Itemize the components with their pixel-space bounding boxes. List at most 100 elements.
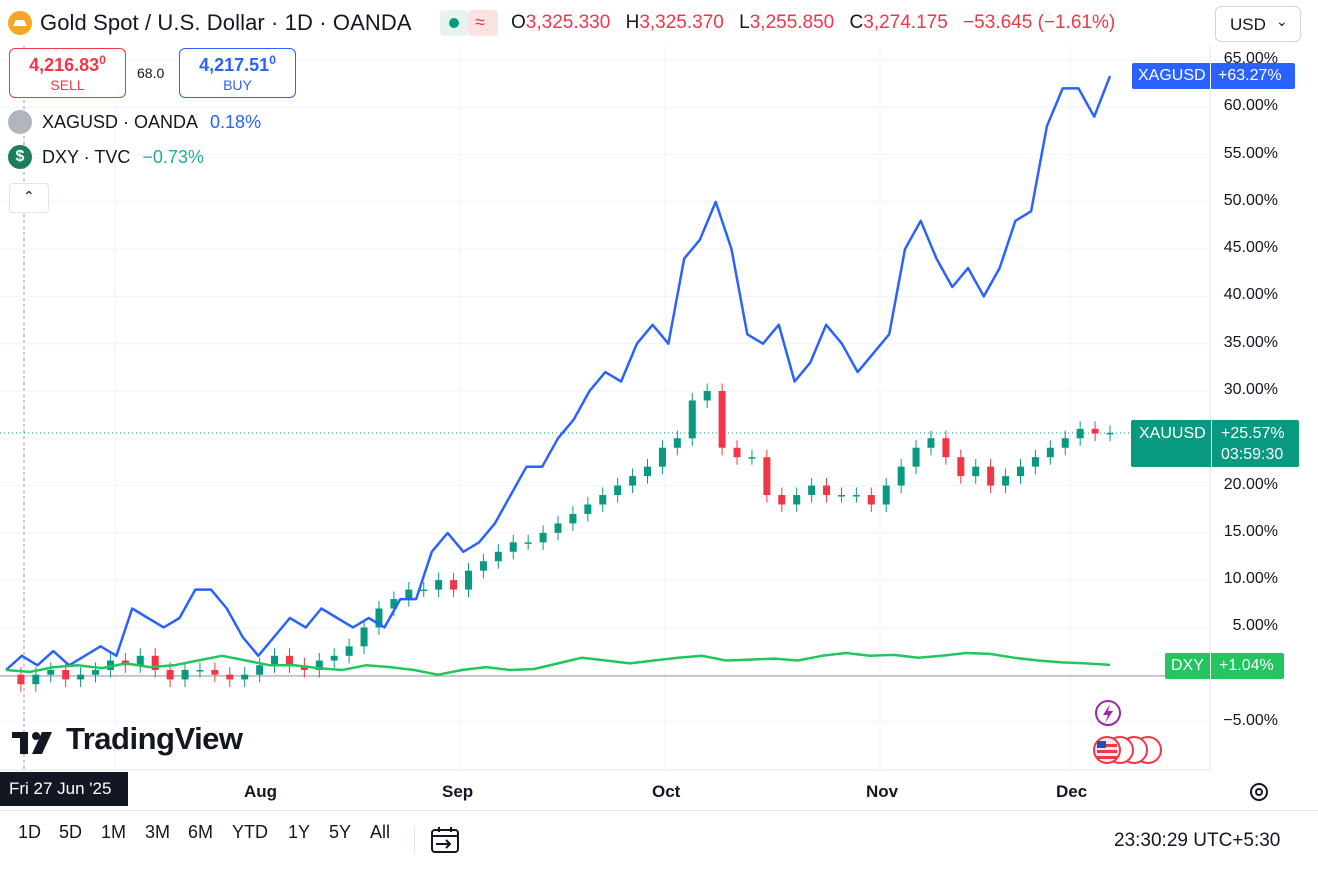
tradingview-logo[interactable]: TradingView <box>12 721 243 757</box>
candle-body <box>1091 428 1099 434</box>
range-divider <box>414 826 415 854</box>
candle-body <box>1061 438 1069 448</box>
candle-body <box>987 466 995 486</box>
candle-body <box>837 495 845 497</box>
candle-body <box>703 391 711 401</box>
xagusd-line <box>5 75 1112 671</box>
range-5d-button[interactable]: 5D <box>59 822 83 842</box>
sell-button[interactable]: 4,216.830 SELL <box>9 48 126 98</box>
range-ytd-button[interactable]: YTD <box>232 822 268 842</box>
candle-body <box>569 513 577 524</box>
date-range-calendar-icon[interactable] <box>430 826 460 854</box>
candle-body <box>972 466 980 477</box>
legend-item-dxy[interactable]: $ DXY · TVC −0.73% <box>8 143 204 171</box>
candle-body <box>927 438 935 448</box>
xagusd-tag: XAGUSD +63.27% <box>1132 63 1295 89</box>
candle-body <box>509 542 517 552</box>
range-5y-button[interactable]: 5Y <box>329 822 352 842</box>
candle-body <box>420 589 428 592</box>
candle-body <box>614 485 622 496</box>
silver-coin-icon <box>8 110 32 134</box>
crosshair-date-label: Fri 27 Jun '25 <box>0 772 128 806</box>
legend-value: 0.18% <box>210 111 262 132</box>
dxy-line <box>5 651 1111 676</box>
candle-body <box>658 447 666 467</box>
candle-body <box>435 580 443 590</box>
candle-body <box>629 476 637 486</box>
dxy-tag: DXY +1.04% <box>1165 653 1284 679</box>
candle-body <box>479 561 487 571</box>
candle-body <box>748 457 756 459</box>
candle-body <box>315 660 323 670</box>
buy-button[interactable]: 4,217.510 BUY <box>179 48 296 98</box>
change-value: −53.645 (−1.61%) <box>963 12 1116 33</box>
candle-body <box>957 457 965 477</box>
candle-body <box>524 542 532 544</box>
candle-body <box>942 438 950 458</box>
candle-body <box>241 674 249 680</box>
ohlc-readout: O3,325.330 H3,325.370 L3,255.850 C3,274.… <box>511 12 1116 33</box>
event-markers[interactable] <box>1093 700 1162 764</box>
open-value: 3,325.330 <box>525 12 611 33</box>
legend-symbol: DXY · TVC <box>42 146 131 167</box>
candle-body <box>1016 466 1024 477</box>
candle-body <box>1076 428 1084 439</box>
currency-select[interactable]: USD ⌄ <box>1215 6 1301 42</box>
range-3m-button[interactable]: 3M <box>145 822 171 842</box>
candle-body <box>256 665 264 675</box>
candle-body <box>450 580 458 590</box>
candle-body <box>897 466 905 486</box>
x-axis-label: Oct <box>652 782 681 801</box>
candle-body <box>196 669 204 672</box>
candle-body <box>1106 432 1114 435</box>
candle-body <box>166 669 174 680</box>
market-open-icon <box>449 18 459 28</box>
chart-grid <box>0 46 1210 770</box>
y-axis-tick-label: 45.00% <box>1223 239 1278 257</box>
clock-timezone[interactable]: 23:30:29 UTC+5:30 <box>1114 830 1281 851</box>
legend-item-xagusd[interactable]: XAGUSD · OANDA 0.18% <box>8 108 261 136</box>
candle-body <box>375 608 383 628</box>
range-all-button[interactable]: All <box>370 822 391 842</box>
range-1d-button[interactable]: 1D <box>18 822 42 842</box>
candle-body <box>778 495 786 505</box>
candle-body <box>17 674 25 685</box>
candle-body <box>136 655 144 666</box>
candle-body <box>92 669 100 675</box>
candle-body <box>1046 447 1054 458</box>
candle-body <box>405 589 413 600</box>
y-axis-tick-label: 10.00% <box>1223 570 1278 588</box>
candle-body <box>390 599 398 609</box>
spread-value: 68.0 <box>137 65 165 81</box>
candle-body <box>584 504 592 514</box>
legend-value: −0.73% <box>142 146 204 167</box>
candle-body <box>1002 476 1010 486</box>
candle-body <box>211 669 219 675</box>
symbol-title[interactable]: Gold Spot / U.S. Dollar · 1D · OANDA <box>40 10 412 35</box>
chart-settings-gear-icon[interactable] <box>1250 783 1268 801</box>
candle-body <box>867 495 875 505</box>
candle-body <box>62 669 70 680</box>
candle-body <box>47 669 55 675</box>
candle-body <box>181 669 189 680</box>
collapse-legend-button[interactable]: ⌃ <box>9 183 49 213</box>
market-status-badge[interactable] <box>440 10 468 36</box>
x-axis-label: Sep <box>442 782 474 801</box>
candle-body <box>464 570 472 590</box>
range-1m-button[interactable]: 1M <box>101 822 127 842</box>
x-axis-label: Dec <box>1056 782 1088 801</box>
candle-body <box>852 495 860 497</box>
y-axis-tick-label: −5.00% <box>1223 712 1278 729</box>
xauusd-candles <box>17 383 1114 692</box>
range-1y-button[interactable]: 1Y <box>288 822 311 842</box>
candle-body <box>763 457 771 496</box>
flag-canton <box>1097 741 1106 748</box>
candle-body <box>718 391 726 448</box>
range-6m-button[interactable]: 6M <box>188 822 214 842</box>
y-axis-tick-label: 5.00% <box>1232 617 1278 635</box>
compare-badge[interactable]: ≈ <box>468 10 498 36</box>
candle-body <box>226 674 234 680</box>
y-axis-tick-label: 15.00% <box>1223 522 1278 540</box>
flag-stripes <box>1097 750 1117 753</box>
